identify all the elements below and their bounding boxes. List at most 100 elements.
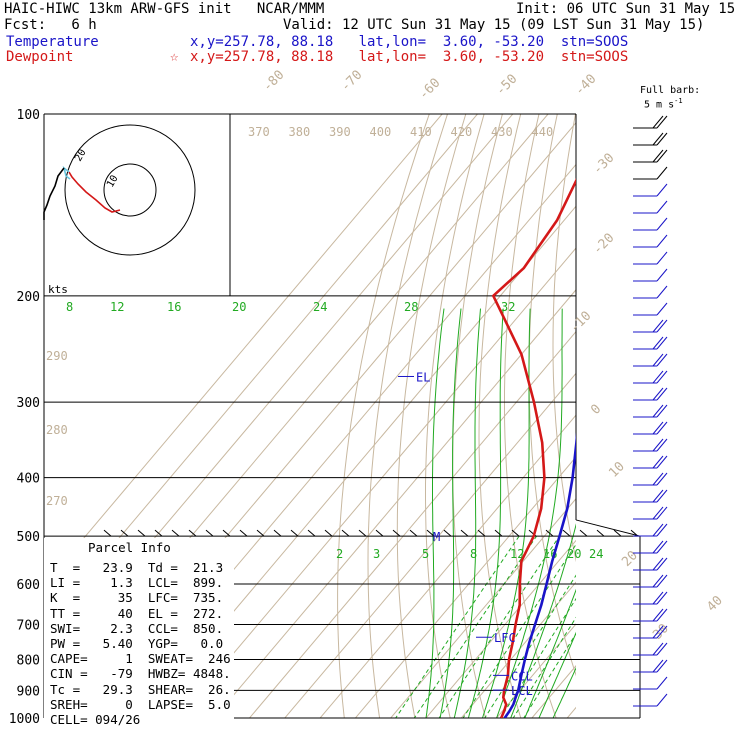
wind-barb-flag: [656, 642, 668, 656]
hodograph-background: [44, 114, 230, 295]
isotherm-label: -50: [493, 72, 520, 99]
dewpoint-location-info: x,y=257.78, 88.18 lat,lon= 3.60, -53.20 …: [190, 49, 629, 65]
moist-adiabat: [496, 308, 563, 718]
wind-barb-flag: [656, 659, 668, 673]
dry-adiabat: [504, 114, 557, 718]
isotherm-line: [531, 665, 576, 718]
wind-barb-flag: [656, 625, 668, 639]
moist-adiabat: [510, 523, 576, 718]
wind-barb-flag: [652, 387, 664, 401]
theta-label: 400: [370, 125, 392, 139]
wind-barb-flag: [652, 370, 664, 384]
pressure-tick-label: 600: [17, 578, 40, 593]
wind-barb-flag: [652, 523, 664, 537]
hatch-mark: [494, 529, 503, 537]
dry-adiabat: [367, 114, 448, 718]
hatch-mark: [443, 529, 452, 537]
mixing-ratio-label: 8: [66, 300, 73, 314]
hatch-mark: [341, 529, 350, 537]
hatch-mark: [426, 529, 435, 537]
isotherm-line: [284, 372, 576, 718]
level-label: EL: [416, 370, 430, 384]
hatch-mark: [596, 529, 605, 537]
hatch-mark: [120, 529, 129, 537]
moist-adiabat: [524, 588, 576, 718]
parcel-info-row: CIN = -79 HWBZ= 4848.: [50, 666, 231, 682]
wind-barb-flag: [656, 540, 668, 554]
wind-barb-flag: [656, 455, 668, 469]
mixing-ratio-label: 28: [404, 300, 418, 314]
hatch-mark: [460, 529, 469, 537]
wind-barb-flag: [656, 387, 668, 401]
wind-barb-flag: [656, 132, 668, 146]
mixing-ratio-line: [462, 543, 576, 718]
wind-barb-flag: [656, 268, 668, 282]
isotherm-label: -80: [260, 68, 287, 95]
dry-adiabat: [721, 114, 740, 731]
hatch-mark: [154, 529, 163, 537]
isotherm-line: [178, 247, 576, 718]
hodograph-trace-low: [68, 171, 121, 213]
theta-label: 370: [248, 125, 270, 139]
isotherm-label: 10: [606, 459, 628, 481]
isotherm-label: 0: [588, 402, 604, 418]
wind-barb-flag: [652, 540, 664, 554]
parcel-info-row: T = 23.9 Td = 21.3: [50, 560, 224, 575]
barb-legend-superscript: -1: [674, 97, 683, 105]
theta-label: 380: [289, 125, 311, 139]
dry-adiabat: [396, 114, 467, 718]
mixing-ratio-line: [523, 632, 576, 718]
wind-barb-flag: [656, 404, 668, 418]
level-label: LCL: [511, 684, 533, 698]
mixing-ratio-label: 3: [373, 547, 380, 561]
hodograph-units: kts: [48, 283, 68, 296]
wind-barb-flag: [652, 149, 664, 163]
level-label: M: [433, 530, 440, 544]
wind-barb-flag: [652, 574, 664, 588]
isotherm-label: -60: [416, 76, 443, 103]
isotherm-line: [495, 623, 576, 718]
isotherm-label: -30: [590, 151, 617, 178]
barb-legend-units: 5 m s: [644, 99, 675, 111]
parcel-info-row: SWI= 2.3 CCL= 850.: [50, 620, 224, 636]
wind-barb-flag: [656, 251, 668, 265]
wind-barb-flag: [656, 523, 668, 537]
wind-barb-flag: [656, 234, 668, 248]
theta-label: 440: [532, 125, 554, 139]
wind-barb-flag: [656, 115, 668, 129]
parcel-info-row: PW = 5.40 YGP= 0.0: [50, 636, 224, 651]
parcel-info-row: TT = 40 EL = 272.: [50, 605, 224, 621]
hatch-mark: [409, 529, 418, 537]
hatch-mark: [324, 529, 333, 537]
hatch-mark: [103, 529, 112, 537]
pressure-tick-label: 100: [17, 108, 40, 123]
mixing-ratio-label: 20: [567, 547, 581, 561]
isotherm-line: [213, 289, 576, 718]
wind-barb-flag: [656, 302, 668, 316]
hatch-mark: [239, 529, 248, 537]
wind-barb-flag: [656, 438, 668, 452]
wind-barb-flag: [656, 472, 668, 486]
moist-adiabat: [467, 308, 504, 718]
isotherm-label: -10: [567, 309, 594, 336]
level-label: CCL: [511, 669, 533, 683]
isotherm-line: [44, 114, 443, 586]
wind-barb-flag: [656, 200, 668, 214]
theta-label: 280: [46, 423, 68, 437]
mixing-ratio-line: [413, 535, 537, 718]
dry-adiabat: [683, 114, 740, 731]
wind-barb-flag: [656, 421, 668, 435]
wind-barb-flag: [656, 183, 668, 197]
forecast-hour: Fcst: 6 h: [4, 17, 97, 33]
mixing-ratio-line: [512, 616, 576, 718]
hatch-mark: [137, 529, 146, 537]
valid-time: Valid: 12 UTC Sun 31 May 15 (09 LST Sun …: [283, 17, 705, 33]
theta-label: 270: [46, 494, 68, 508]
pressure-tick-label: 800: [17, 653, 40, 668]
moist-adiabat: [439, 308, 462, 718]
theta-label: 390: [329, 125, 351, 139]
wind-barb-flag: [652, 642, 664, 656]
wind-barb-flag: [656, 506, 668, 520]
wind-barb-flag: [652, 319, 664, 333]
